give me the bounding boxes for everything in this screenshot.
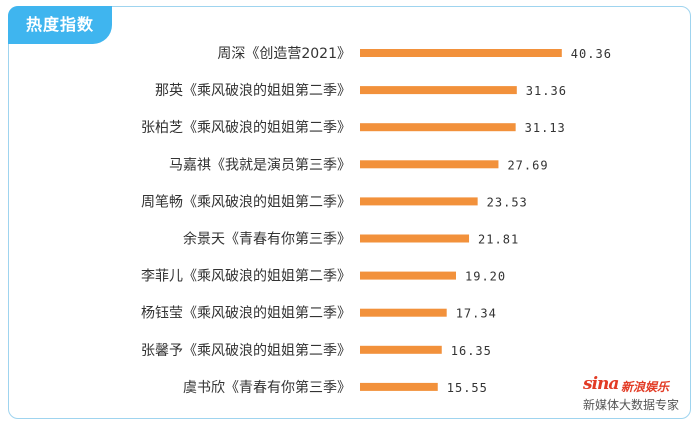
brand-caption: 新媒体大数据专家 xyxy=(583,398,680,412)
category-label: 余景天《青春有你第三季》 xyxy=(183,231,351,248)
bar xyxy=(360,197,478,206)
value-label: 21.81 xyxy=(478,233,519,247)
category-label: 周深《创造营2021》 xyxy=(217,46,351,62)
bar xyxy=(360,345,442,354)
value-label: 31.13 xyxy=(525,121,566,135)
category-label: 李菲儿《乘风破浪的姐姐第二季》 xyxy=(141,268,351,285)
value-label: 16.35 xyxy=(451,344,492,358)
chart-frame xyxy=(8,6,691,419)
category-label: 杨钰莹《乘风破浪的姐姐第二季》 xyxy=(141,305,351,322)
bar xyxy=(360,234,470,243)
bar xyxy=(360,308,447,317)
value-label: 27.69 xyxy=(507,158,548,172)
category-label: 马嘉祺《我就是演员第三季》 xyxy=(169,156,351,173)
bar xyxy=(360,86,517,95)
bar xyxy=(360,271,456,280)
chart-title-tab: 热度指数 xyxy=(8,6,112,44)
bar xyxy=(360,160,499,169)
value-label: 23.53 xyxy=(487,195,528,209)
bar xyxy=(360,49,562,57)
value-label: 31.36 xyxy=(526,84,567,98)
sina-logo-mark: sina xyxy=(583,374,619,394)
value-label: 19.20 xyxy=(465,270,506,284)
category-label: 周笔畅《乘风破浪的姐姐第二季》 xyxy=(141,193,351,210)
category-label: 张馨予《乘风破浪的姐姐第二季》 xyxy=(141,342,351,359)
value-label: 40.36 xyxy=(571,47,612,61)
sina-logo: sina 新浪娱乐 xyxy=(583,374,683,394)
sina-logo-text: 新浪娱乐 xyxy=(621,380,670,394)
value-label: 17.34 xyxy=(456,307,497,321)
category-label: 张柏芝《乘风破浪的姐姐第二季》 xyxy=(141,119,351,136)
category-label: 虞书欣《青春有你第三季》 xyxy=(183,379,351,396)
bar xyxy=(360,123,516,132)
bar xyxy=(360,382,438,391)
value-label: 15.55 xyxy=(447,381,488,395)
category-label: 那英《乘风破浪的姐姐第二季》 xyxy=(155,82,351,99)
